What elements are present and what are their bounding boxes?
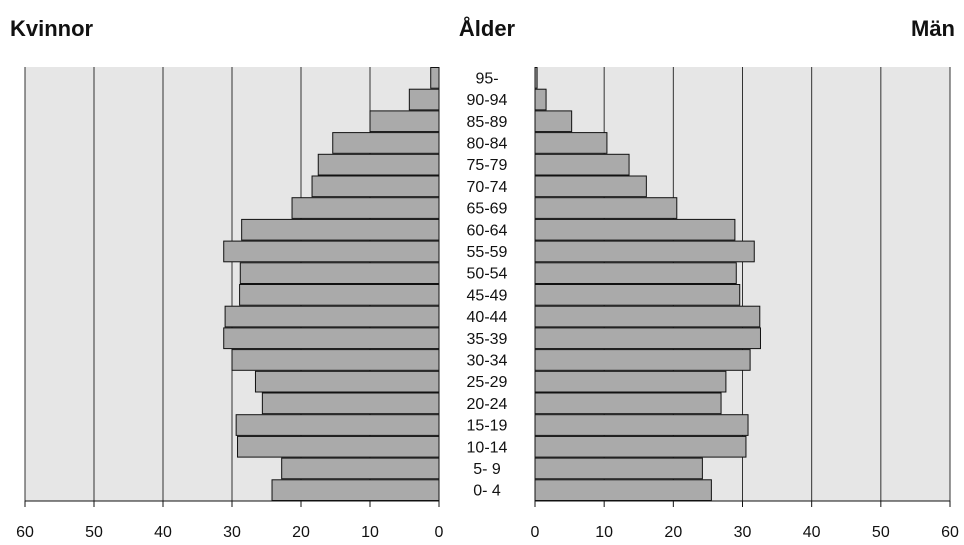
left-title-kvinnor: Kvinnor [10,16,94,41]
bar-man [534,305,761,328]
bar-kvinnor [223,240,440,263]
bar-man [534,349,751,371]
bar-kvinnor [332,132,440,154]
bar-kvinnor [271,479,440,501]
bar-man [534,110,573,133]
age-label: 70-74 [467,179,508,196]
age-labels: 0- 4 5- 9 10-14 15-19 20-24 25-29 30-34 35-39 40… [467,70,508,499]
right-tick-label: 30 [734,524,752,541]
bar-man [534,132,608,154]
bar-kvinnor [317,153,440,176]
left-tick-label: 0 [435,524,444,541]
bar-kvinnor [239,284,440,306]
bar-man [534,67,538,89]
bar-kvinnor [311,175,440,198]
bar-man [534,88,547,111]
bar-kvinnor [237,435,440,458]
bar-kvinnor [239,262,440,284]
age-label: 15-19 [467,418,508,435]
bar-kvinnor [223,327,440,350]
left-tick-label: 50 [85,524,103,541]
right-tick-label: 60 [941,524,959,541]
bar-kvinnor [261,392,440,415]
right-tick-label: 10 [595,524,613,541]
bar-man [534,153,630,176]
bar-man [534,414,749,436]
age-label: 60-64 [467,222,508,239]
age-label: 95- [475,70,498,87]
left-tick-label: 60 [16,524,34,541]
bar-man [534,197,678,219]
left-tick-label: 20 [292,524,310,541]
age-label: 10-14 [467,439,508,456]
age-label: 30-34 [467,352,508,369]
bar-man [534,370,727,393]
right-tick-label: 20 [664,524,682,541]
bar-man [534,392,722,415]
age-label: 25-29 [467,374,508,391]
age-label: 55-59 [467,244,508,261]
left-tick-label: 30 [223,524,241,541]
left-tick-label: 10 [361,524,379,541]
age-label: 90-94 [467,92,508,109]
right-tick-label: 40 [803,524,821,541]
right-x-ticks: 0 10 20 30 40 50 60 [531,501,959,541]
age-label: 50-54 [467,266,508,283]
bar-man [534,327,761,350]
bar-man [534,457,703,480]
bar-man [534,284,741,306]
age-label: 45-49 [467,287,508,304]
age-label: 5- 9 [473,461,501,478]
age-label: 40-44 [467,309,508,326]
age-label: 35-39 [467,331,508,348]
age-label: 80-84 [467,135,508,152]
bar-kvinnor [254,370,440,393]
bar-man [534,175,647,198]
left-tick-label: 40 [154,524,172,541]
right-bars [534,67,761,501]
bar-kvinnor [241,218,440,241]
bar-kvinnor [430,67,440,89]
right-title-man: Män [911,16,955,41]
bar-kvinnor [224,305,440,328]
bar-man [534,262,737,284]
right-tick-label: 50 [872,524,890,541]
bar-kvinnor [291,197,440,219]
age-label: 75-79 [467,157,508,174]
age-label: 65-69 [467,201,508,218]
left-x-ticks: 0 10 20 30 40 50 60 [16,501,444,541]
bar-kvinnor [235,414,440,436]
bar-man [534,479,712,501]
bar-kvinnor [281,457,440,480]
bar-man [534,435,747,458]
bar-man [534,240,755,263]
bar-kvinnor [369,110,440,133]
bar-kvinnor [408,88,440,111]
bar-man [534,218,736,241]
bar-kvinnor [231,349,440,371]
age-label: 20-24 [467,396,508,413]
center-title-alder: Ålder [459,15,516,41]
age-label: 0- 4 [473,483,501,500]
age-label: 85-89 [467,114,508,131]
right-tick-label: 0 [531,524,540,541]
